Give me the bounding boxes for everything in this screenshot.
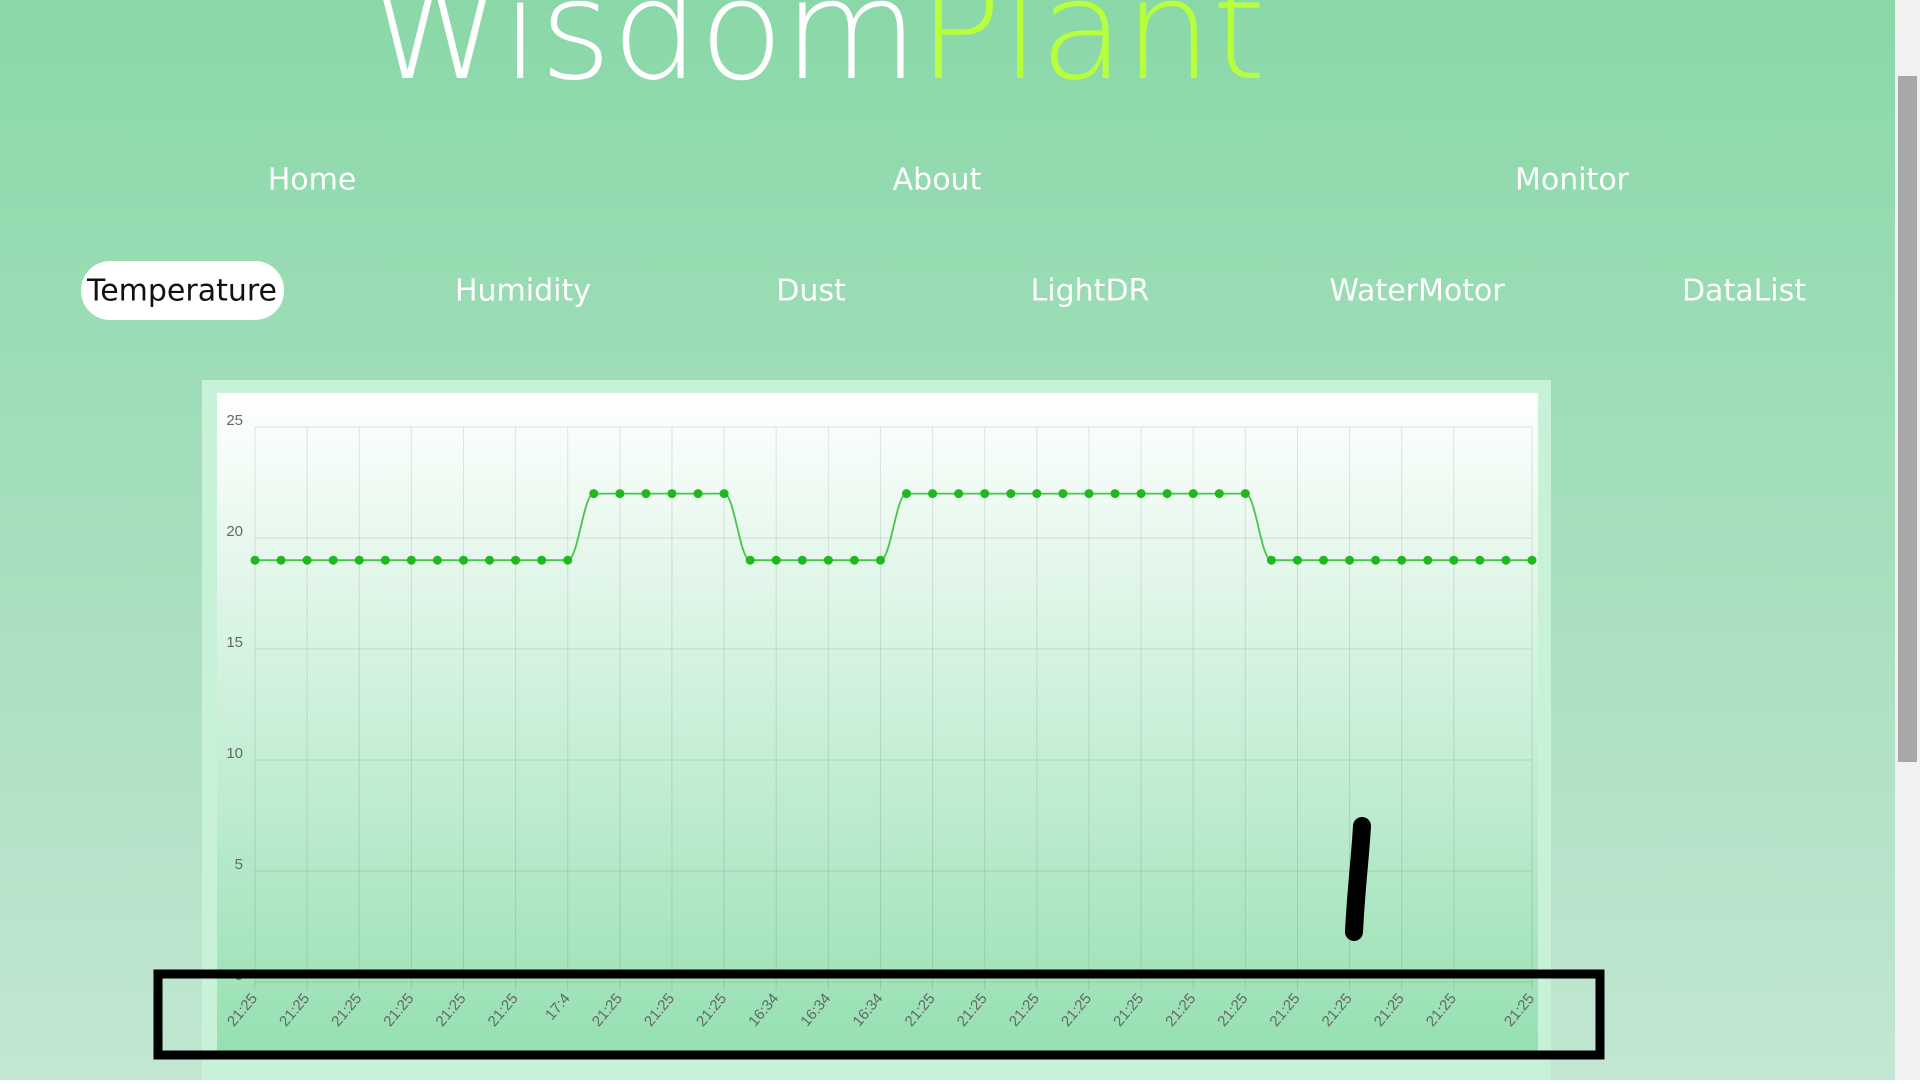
data-point — [1214, 489, 1224, 499]
data-point — [354, 555, 364, 565]
nav-link[interactable]: Home — [268, 163, 357, 198]
series-line — [254, 492, 1532, 562]
data-point — [1475, 555, 1485, 565]
data-point — [537, 555, 547, 565]
data-point — [719, 489, 729, 499]
data-point — [276, 555, 286, 565]
data-point — [1423, 555, 1433, 565]
data-point — [875, 555, 885, 565]
data-point — [485, 555, 495, 565]
data-point — [823, 555, 833, 565]
data-point — [980, 489, 990, 499]
data-point — [1527, 555, 1537, 565]
data-point — [1501, 555, 1511, 565]
data-point — [902, 489, 912, 499]
tab[interactable]: DataList — [1682, 274, 1806, 309]
data-point — [1162, 489, 1172, 499]
tab[interactable]: Dust — [776, 274, 846, 309]
data-point — [771, 555, 781, 565]
data-point — [302, 555, 312, 565]
data-point — [745, 555, 755, 565]
data-point — [615, 489, 625, 499]
tab[interactable]: WaterMotor — [1329, 274, 1505, 309]
data-point — [250, 555, 260, 565]
data-point — [1032, 489, 1042, 499]
data-point — [1371, 555, 1381, 565]
data-point — [328, 555, 338, 565]
data-point — [954, 489, 964, 499]
data-point — [458, 555, 468, 565]
data-point — [511, 555, 521, 565]
data-point — [1292, 555, 1302, 565]
title-part: Wisdom — [368, 0, 918, 111]
nav-link[interactable]: Monitor — [1515, 163, 1630, 198]
data-point — [1136, 489, 1146, 499]
data-point — [1188, 489, 1198, 499]
y-tick-label: 15 — [226, 634, 243, 651]
tab[interactable]: LightDR — [1031, 274, 1150, 309]
data-point — [406, 555, 416, 565]
site-title: WisdomPlant — [368, 0, 1266, 111]
scrollbar-thumb[interactable] — [1898, 76, 1917, 762]
data-point — [1110, 489, 1120, 499]
annotation-box — [153, 969, 1605, 1060]
active-tab-pill — [81, 261, 284, 320]
data-point — [563, 555, 573, 565]
chart-panel — [217, 393, 1538, 1051]
nav-link[interactable]: About — [893, 163, 982, 198]
annotation-scribble — [1345, 817, 1371, 941]
data-point — [797, 555, 807, 565]
tab[interactable]: Humidity — [455, 274, 591, 309]
y-tick-label: 10 — [226, 745, 243, 762]
data-point — [432, 555, 442, 565]
y-tick-label: 5 — [235, 856, 243, 873]
data-point — [667, 489, 677, 499]
data-point — [1058, 489, 1068, 499]
data-point — [1084, 489, 1094, 499]
data-point — [1006, 489, 1016, 499]
data-point — [1345, 555, 1355, 565]
data-point — [1319, 555, 1329, 565]
data-point — [641, 489, 651, 499]
data-point — [693, 489, 703, 499]
data-point — [380, 555, 390, 565]
data-point — [928, 489, 938, 499]
data-point — [849, 555, 859, 565]
data-point — [1240, 489, 1250, 499]
title-part: Plant — [918, 0, 1266, 111]
data-point — [1266, 555, 1276, 565]
data-point — [1449, 555, 1459, 565]
tab[interactable]: Temperature — [86, 274, 277, 309]
data-point — [1397, 555, 1407, 565]
y-tick-label: 25 — [226, 412, 243, 429]
y-tick-label: 20 — [226, 523, 243, 540]
data-point — [589, 489, 599, 499]
